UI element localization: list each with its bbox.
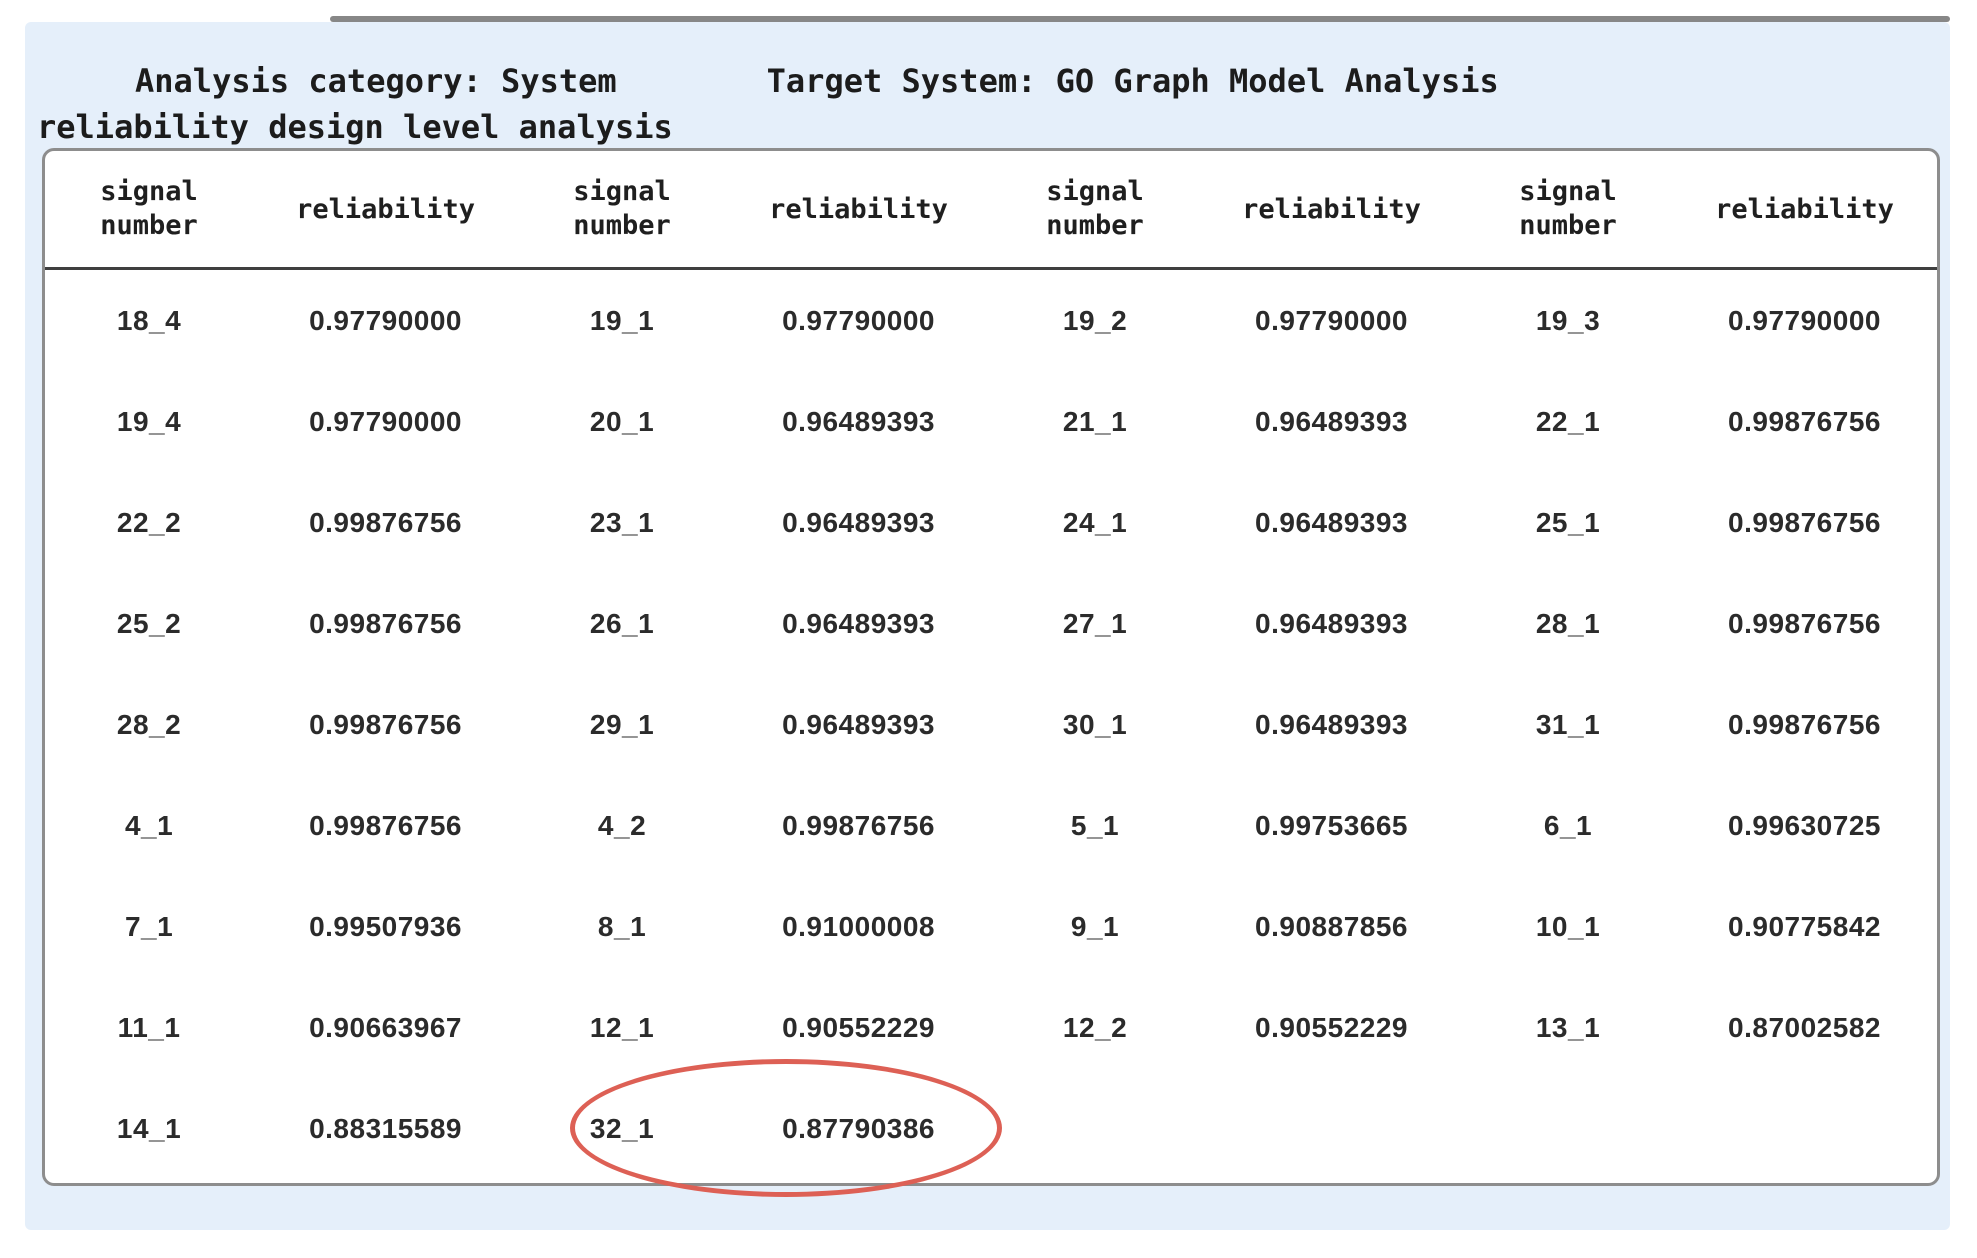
signal-number-cell: 18_4 <box>116 304 182 336</box>
signal-number-cell: 19_4 <box>116 405 182 437</box>
table-header-row: signal number reliability signal number rel… <box>45 151 1937 270</box>
analysis-subtitle: reliability design level analysis <box>37 108 673 146</box>
reliability-value-cell: 0.90663967 <box>309 1011 463 1043</box>
signal-number-cell: 5_1 <box>1070 809 1120 841</box>
analysis-result-panel: Analysis category: System Target System: … <box>25 22 1950 1230</box>
signal-number-cell: 7_1 <box>124 910 174 942</box>
reliability-value-cell: 0.96489393 <box>782 506 935 538</box>
analysis-title-line: Analysis category: System Target System: … <box>135 62 1499 100</box>
signal-number-cell: 31_1 <box>1535 708 1601 740</box>
signal-number-cell: 25_1 <box>1535 506 1601 538</box>
reliability-value-cell: 0.99876756 <box>1728 708 1881 740</box>
table-row: 28_2 0.99876756 29_1 0.96489393 30_1 0.964893… <box>45 674 1937 775</box>
reliability-value-cell: 0.90552229 <box>1255 1011 1408 1043</box>
signal-number-cell: 26_1 <box>589 607 655 639</box>
reliability-header: reliability <box>769 193 948 225</box>
reliability-value-cell: 0.96489393 <box>1255 607 1408 639</box>
reliability-value-cell: 0.96489393 <box>782 708 935 740</box>
reliability-value-cell: 0.99876756 <box>1728 405 1881 437</box>
signal-number-cell: 9_1 <box>1070 910 1120 942</box>
table-row: 22_2 0.99876756 23_1 0.96489393 24_1 0.964893… <box>45 472 1937 573</box>
signal-number-cell: 4_2 <box>597 809 647 841</box>
reliability-value-cell: 0.90887856 <box>1255 910 1408 942</box>
reliability-value-cell: 0.99753665 <box>1255 809 1408 841</box>
reliability-value-cell: 0.96489393 <box>1255 708 1408 740</box>
signal-number-cell: 12_1 <box>589 1011 655 1043</box>
reliability-header: reliability <box>296 193 475 225</box>
signal-number-cell: 10_1 <box>1535 910 1601 942</box>
reliability-value-cell: 0.97790000 <box>309 304 463 336</box>
signal-number-cell: 28_2 <box>116 708 182 740</box>
signal-number-cell: 32_1 <box>589 1112 655 1144</box>
reliability-value-cell: 0.91000008 <box>782 910 935 942</box>
reliability-table: signal number reliability signal number rel… <box>42 148 1940 1197</box>
reliability-value-cell: 0.97790000 <box>309 405 463 437</box>
signal-number-cell: 12_2 <box>1062 1011 1128 1043</box>
signal-number-header: signal number <box>573 176 671 241</box>
reliability-value-cell: 0.99876756 <box>309 708 463 740</box>
reliability-value-cell: 0.96489393 <box>1255 506 1408 538</box>
reliability-value-cell: 0.99630725 <box>1728 809 1881 841</box>
reliability-value-cell: 0.99876756 <box>1728 506 1881 538</box>
table-row: 11_1 0.90663967 12_1 0.90552229 12_2 0.905522… <box>45 977 1937 1078</box>
reliability-value-cell: 0.97790000 <box>782 304 935 336</box>
signal-number-cell: 29_1 <box>589 708 655 740</box>
signal-number-cell: 28_1 <box>1535 607 1601 639</box>
reliability-value-cell: 0.96489393 <box>782 607 935 639</box>
reliability-value-cell: 0.90775842 <box>1728 910 1881 942</box>
signal-number-cell: 27_1 <box>1062 607 1128 639</box>
reliability-value-cell: 0.97790000 <box>1728 304 1881 336</box>
reliability-value-cell: 0.96489393 <box>782 405 935 437</box>
signal-number-cell: 20_1 <box>589 405 655 437</box>
signal-number-cell: 6_1 <box>1543 809 1593 841</box>
reliability-value-cell: 0.99876756 <box>309 607 463 639</box>
table-body: 18_4 0.97790000 19_1 0.97790000 19_2 0.977900… <box>45 270 1937 1179</box>
signal-number-cell: 24_1 <box>1062 506 1128 538</box>
reliability-value-cell: 0.96489393 <box>1255 405 1408 437</box>
reliability-header: reliability <box>1242 193 1421 225</box>
reliability-value-cell: 0.99876756 <box>782 809 935 841</box>
reliability-value-cell: 0.99876756 <box>1728 607 1881 639</box>
window-edge-artifact <box>330 16 1950 22</box>
table-row: 14_1 0.88315589 32_1 0.87790386 <box>45 1078 1937 1179</box>
signal-number-header: signal number <box>1046 176 1144 241</box>
table-row: 18_4 0.97790000 19_1 0.97790000 19_2 0.977900… <box>45 270 1937 371</box>
signal-number-cell: 19_2 <box>1062 304 1128 336</box>
signal-number-header: signal number <box>100 176 198 241</box>
analysis-category-label: Analysis category: System <box>135 62 617 100</box>
table-row: 19_4 0.97790000 20_1 0.96489393 21_1 0.964893… <box>45 371 1937 472</box>
reliability-value-cell: 0.97790000 <box>1255 304 1408 336</box>
reliability-value-cell: 0.99876756 <box>309 809 463 841</box>
signal-number-cell: 30_1 <box>1062 708 1128 740</box>
signal-number-cell: 11_1 <box>117 1011 181 1043</box>
reliability-value-cell: 0.87002582 <box>1728 1011 1881 1043</box>
signal-number-cell: 19_1 <box>589 304 655 336</box>
signal-number-cell: 8_1 <box>597 910 647 942</box>
reliability-header: reliability <box>1715 193 1894 225</box>
signal-number-cell: 19_3 <box>1535 304 1601 336</box>
signal-number-cell: 23_1 <box>589 506 655 538</box>
signal-number-cell: 21_1 <box>1062 405 1128 437</box>
signal-number-cell: 22_2 <box>116 506 182 538</box>
signal-number-cell: 13_1 <box>1535 1011 1601 1043</box>
signal-number-header: signal number <box>1519 176 1617 241</box>
table-row: 25_2 0.99876756 26_1 0.96489393 27_1 0.964893… <box>45 573 1937 674</box>
signal-number-cell: 14_1 <box>116 1112 182 1144</box>
signal-number-cell: 22_1 <box>1535 405 1601 437</box>
signal-number-cell: 25_2 <box>116 607 182 639</box>
signal-number-cell: 4_1 <box>124 809 174 841</box>
reliability-value-cell: 0.99507936 <box>309 910 463 942</box>
reliability-value-cell: 0.87790386 <box>782 1112 935 1144</box>
table-row: 4_1 0.99876756 4_2 0.99876756 5_1 0.99753665 6… <box>45 775 1937 876</box>
reliability-value-cell: 0.99876756 <box>309 506 463 538</box>
table-row: 7_1 0.99507936 8_1 0.91000008 9_1 0.90887856 1… <box>45 876 1937 977</box>
reliability-value-cell: 0.90552229 <box>782 1011 935 1043</box>
target-system-label: Target System: GO Graph Model Analysis <box>766 62 1499 100</box>
reliability-value-cell: 0.88315589 <box>309 1112 463 1144</box>
